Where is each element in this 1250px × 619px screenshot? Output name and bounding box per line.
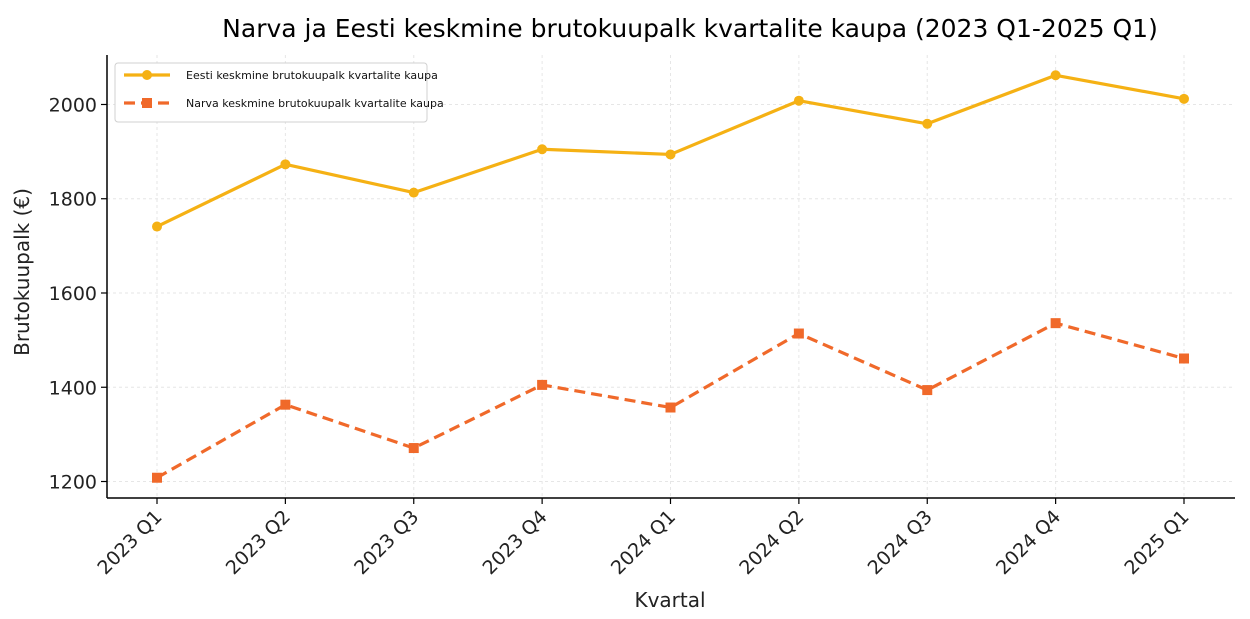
x-tick-label: 2023 Q4: [479, 506, 552, 579]
x-tick-label: 2023 Q1: [93, 506, 166, 579]
series-2-point: [922, 385, 933, 396]
legend-marker-1: [142, 70, 152, 80]
x-tick-label: 2025 Q1: [1120, 506, 1193, 579]
series-1-point: [1179, 93, 1189, 104]
x-tick-label: 2024 Q3: [864, 506, 937, 579]
series-2-point: [1050, 318, 1061, 329]
x-tick-label: 2024 Q2: [735, 506, 808, 579]
series-1-point: [408, 187, 419, 198]
legend-label-1: Eesti keskmine brutokuupalk kvartalite k…: [186, 69, 438, 82]
legend-box: [114, 62, 428, 123]
x-axis-label: Kvartal: [634, 588, 705, 612]
series-1-point: [152, 221, 162, 232]
chart-title: Narva ja Eesti keskmine brutokuupalk kva…: [222, 14, 1158, 43]
series-2-point: [793, 328, 804, 339]
series-1-point: [1050, 70, 1061, 81]
x-tick-label: 2024 Q1: [607, 506, 680, 579]
series-1-point: [537, 144, 548, 155]
series-2-point: [665, 402, 676, 413]
legend: Eesti keskmine brutokuupalk kvartalite k…: [114, 62, 444, 123]
y-axis-label: Brutokuupalk (€): [10, 188, 34, 356]
series-2-point: [1179, 353, 1189, 364]
x-tick-label: 2024 Q4: [992, 506, 1065, 579]
series-1-point: [793, 95, 804, 106]
legend-label-2: Narva keskmine brutokuupalk kvartalite k…: [186, 97, 444, 110]
series-lines: [152, 70, 1189, 483]
series-line-2: [156, 321, 1185, 480]
y-tick-label: 1200: [49, 472, 97, 494]
x-tick-label: 2023 Q2: [222, 506, 295, 579]
series-2-point: [537, 379, 548, 390]
y-axis-ticks: 1200 1400 1600 1800 2000: [49, 94, 107, 494]
series-2-point: [152, 472, 162, 483]
grid: [107, 55, 1235, 498]
y-tick-label: 2000: [49, 94, 97, 116]
y-tick-label: 1400: [49, 377, 97, 399]
series-2-point: [408, 443, 419, 454]
y-tick-label: 1800: [49, 189, 97, 211]
x-tick-label: 2023 Q3: [350, 506, 423, 579]
series-1-point: [922, 118, 933, 129]
series-1-point: [665, 149, 676, 160]
series-2-point: [280, 399, 291, 410]
y-tick-label: 1600: [49, 283, 97, 305]
x-axis-ticks: 2023 Q1 2023 Q2 2023 Q3 2023 Q4 2024 Q1 2024 …: [93, 498, 1194, 579]
series-1-point: [280, 159, 291, 170]
legend-marker-2: [142, 98, 152, 108]
